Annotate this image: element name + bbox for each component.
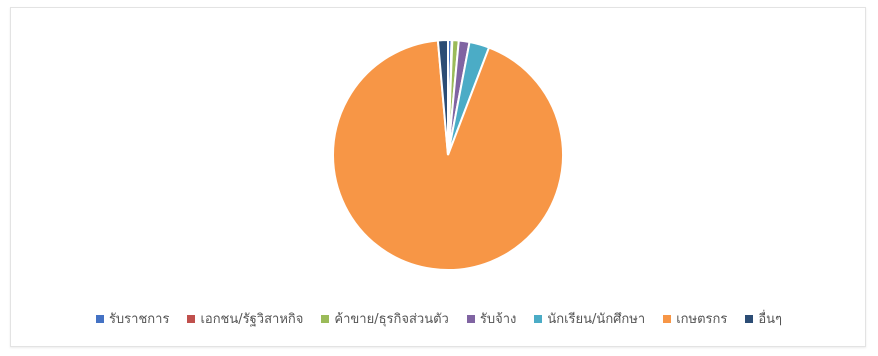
legend-swatch — [745, 314, 754, 323]
legend-label: ค้าขาย/ธุรกิจส่วนตัว — [334, 312, 449, 327]
legend-swatch — [663, 314, 672, 323]
legend-swatch — [187, 314, 196, 323]
legend-swatch — [534, 314, 543, 323]
pie-slice-7 — [436, 38, 449, 156]
legend-swatch — [321, 314, 330, 323]
legend-swatch — [466, 314, 475, 323]
legend-label: รับราชการ — [108, 312, 170, 327]
legend-item-4: รับจ้าง — [466, 308, 517, 329]
legend-label: เกษตรกร — [676, 312, 728, 327]
legend-swatch — [95, 314, 104, 323]
legend-label: รับจ้าง — [479, 312, 517, 327]
pie-slices — [332, 38, 564, 271]
pie-slice-6 — [332, 39, 564, 271]
legend-item-5: นักเรียน/นักศึกษา — [534, 308, 645, 329]
legend-label: อื่นๆ — [758, 312, 783, 327]
legend-item-7: อื่นๆ — [745, 308, 782, 329]
pie-chart — [332, 38, 564, 271]
chart-legend: รับราชการ เอกชน/รัฐวิสาหกิจ ค้าขาย/ธุรกิจส… — [11, 308, 867, 329]
legend-label: นักเรียน/นักศึกษา — [547, 312, 646, 327]
legend-item-3: ค้าขาย/ธุรกิจส่วนตัว — [321, 308, 449, 329]
chart-frame: รับราชการ เอกชน/รัฐวิสาหกิจ ค้าขาย/ธุรกิจส… — [10, 7, 866, 347]
legend-label: เอกชน/รัฐวิสาหกิจ — [200, 312, 304, 327]
legend-item-2: เอกชน/รัฐวิสาหกิจ — [187, 308, 303, 329]
legend-item-1: รับราชการ — [95, 308, 170, 329]
legend-item-6: เกษตรกร — [663, 308, 727, 329]
